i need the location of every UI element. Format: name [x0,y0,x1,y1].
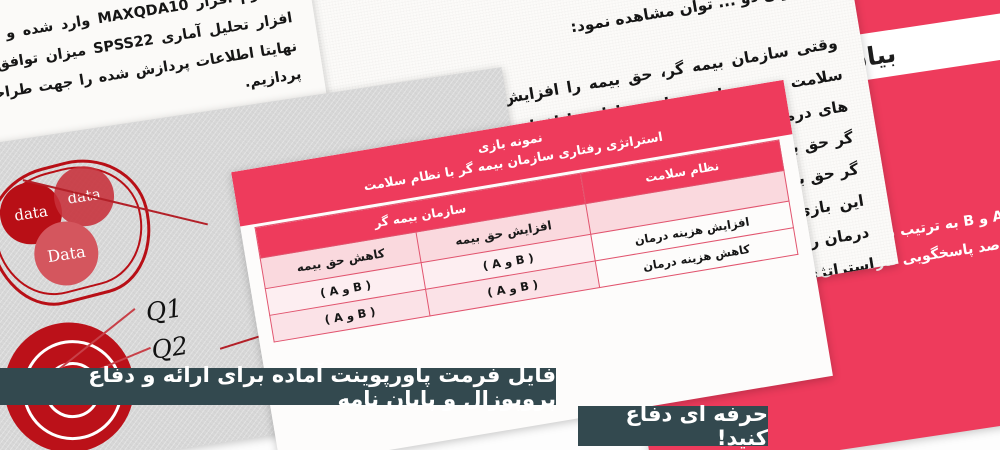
promo-banner-sub: حرفه ای دفاع کنید! [578,402,768,450]
question-label-1: Q1 [143,293,185,328]
question-label-2: Q2 [149,330,190,365]
promo-banner-main: فایل فرمت پاورپوینت آماده برای ارائه و د… [0,363,556,411]
data-bubble-cluster: data data Data [0,139,189,319]
